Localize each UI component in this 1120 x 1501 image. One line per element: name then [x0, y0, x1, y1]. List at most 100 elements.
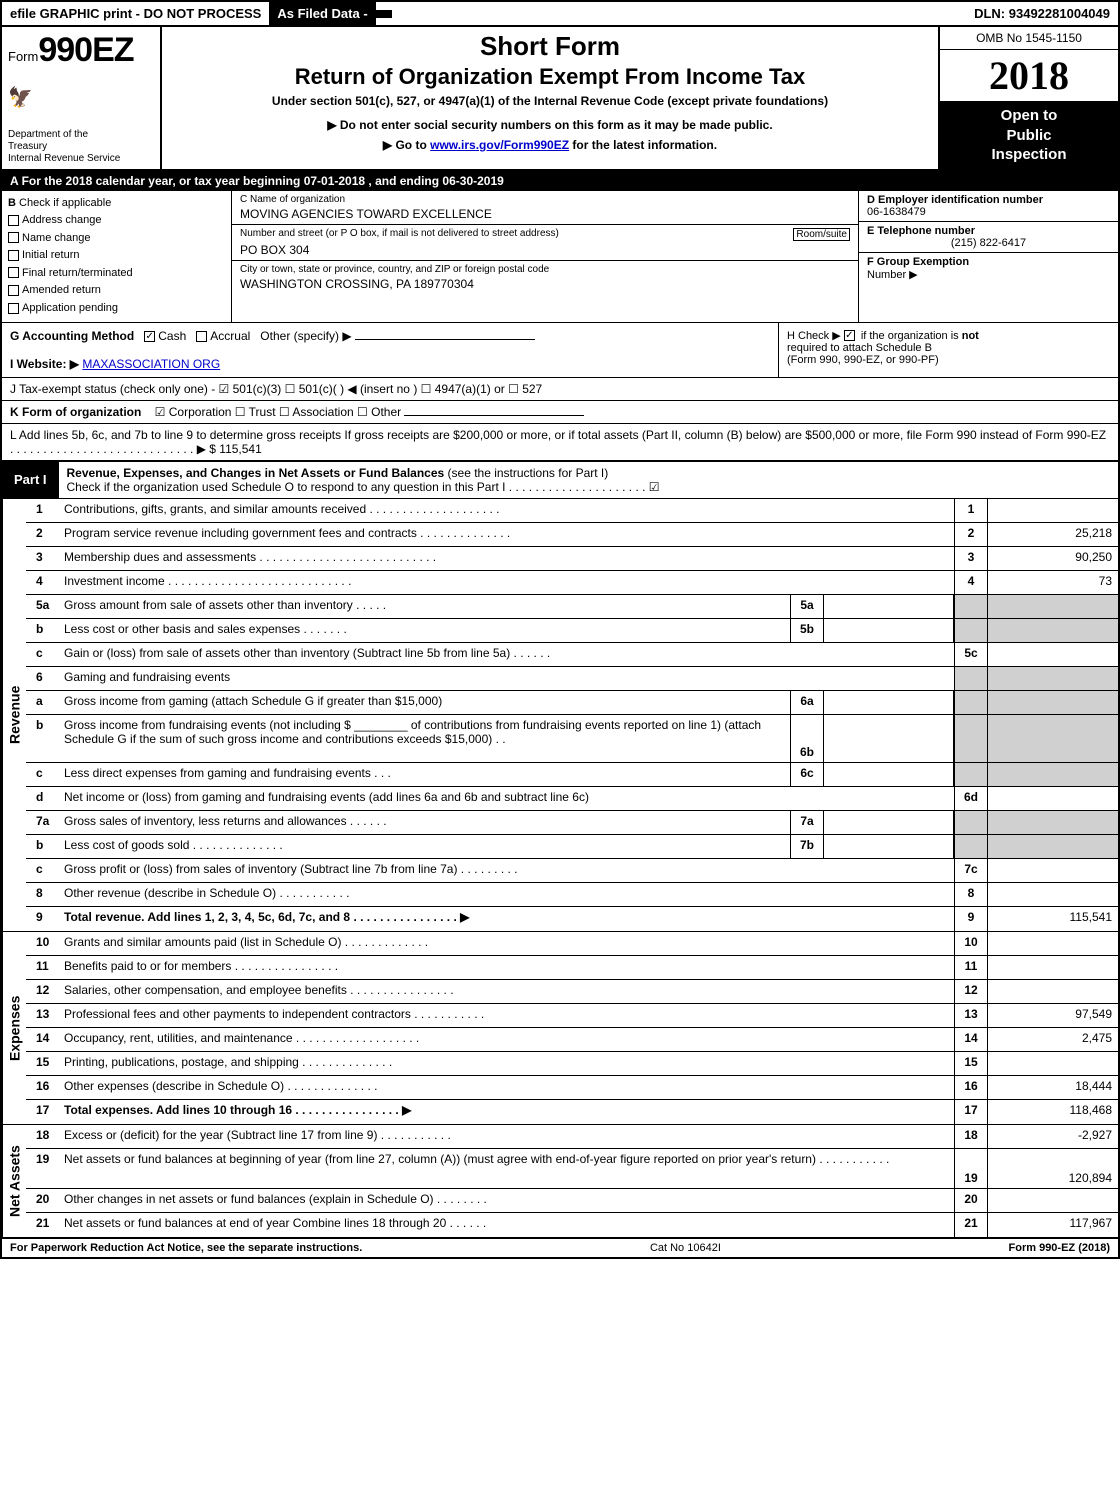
- l7a-rl-grey: [954, 811, 988, 834]
- b-opt5: Application pending: [22, 302, 118, 314]
- l7c-rl: 7c: [954, 859, 988, 882]
- line-6a: a Gross income from gaming (attach Sched…: [26, 691, 1118, 715]
- l21-num: 21: [26, 1213, 60, 1237]
- line-10: 10 Grants and similar amounts paid (list…: [26, 932, 1118, 956]
- l10-rl: 10: [954, 932, 988, 955]
- l20-num: 20: [26, 1189, 60, 1212]
- l16-desc: Other expenses (describe in Schedule O) …: [60, 1076, 954, 1099]
- dln-value: 93492281004049: [1009, 6, 1110, 21]
- l6b-desc: Gross income from fundraising events (no…: [60, 715, 790, 762]
- revenue-vlabel: Revenue: [2, 499, 26, 931]
- efile-label: efile GRAPHIC print - DO NOT PROCESS: [2, 2, 269, 25]
- j-text: J Tax-exempt status (check only one) - ☑…: [10, 382, 542, 396]
- l5a-num: 5a: [26, 595, 60, 618]
- l5b-rv-grey: [988, 619, 1118, 642]
- dept-line1: Department of the: [8, 129, 88, 140]
- b-opt0: Address change: [22, 214, 102, 226]
- l12-desc: Salaries, other compensation, and employ…: [60, 980, 954, 1003]
- l4-num: 4: [26, 571, 60, 594]
- no-ssn-note: ▶ Do not enter social security numbers o…: [172, 118, 928, 132]
- l-text: L Add lines 5b, 6c, and 7b to line 9 to …: [10, 428, 1106, 456]
- l14-rv: 2,475: [988, 1028, 1118, 1051]
- line-2: 2 Program service revenue including gove…: [26, 523, 1118, 547]
- l5b-rl-grey: [954, 619, 988, 642]
- goto-link[interactable]: www.irs.gov/Form990EZ: [430, 138, 569, 152]
- l3-rv: 90,250: [988, 547, 1118, 570]
- cb-address-change[interactable]: [8, 215, 19, 226]
- cb-cash[interactable]: ✓: [144, 331, 155, 342]
- l10-desc: Grants and similar amounts paid (list in…: [60, 932, 954, 955]
- line-12: 12 Salaries, other compensation, and emp…: [26, 980, 1118, 1004]
- block-bcdef: B Check if applicable Address change Nam…: [2, 191, 1118, 323]
- netassets-section: Net Assets 18 Excess or (deficit) for th…: [2, 1125, 1118, 1237]
- line-5c: c Gain or (loss) from sale of assets oth…: [26, 643, 1118, 667]
- f-group-label: F Group Exemption: [867, 256, 969, 268]
- f-group-row: F Group Exemption Number ▶: [859, 253, 1118, 322]
- g-other-blank[interactable]: [355, 339, 535, 340]
- form-number: Form990EZ: [8, 31, 154, 70]
- top-bar: efile GRAPHIC print - DO NOT PROCESS As …: [2, 2, 1118, 27]
- l5c-num: c: [26, 643, 60, 666]
- l6b-ml: 6b: [790, 715, 824, 762]
- line-6b: b Gross income from fundraising events (…: [26, 715, 1118, 763]
- l5a-ml: 5a: [790, 595, 824, 618]
- l3-rl: 3: [954, 547, 988, 570]
- line-15: 15 Printing, publications, postage, and …: [26, 1052, 1118, 1076]
- cb-schedule-b[interactable]: ✓: [844, 330, 855, 341]
- col-def: D Employer identification number 06-1638…: [858, 191, 1118, 322]
- l12-rl: 12: [954, 980, 988, 1003]
- cb-application-pending[interactable]: [8, 303, 19, 314]
- l7b-mv: [824, 835, 954, 858]
- l9-desc: Total revenue. Add lines 1, 2, 3, 4, 5c,…: [60, 907, 954, 931]
- l7c-rv: [988, 859, 1118, 882]
- l17-num: 17: [26, 1100, 60, 1124]
- l18-rl: 18: [954, 1125, 988, 1148]
- l21-rl: 21: [954, 1213, 988, 1237]
- c-name-label: C Name of organization: [240, 194, 850, 205]
- c-city-label: City or town, state or province, country…: [240, 264, 850, 275]
- l2-desc: Program service revenue including govern…: [60, 523, 954, 546]
- header-left: Form990EZ 🦅 Department of the Treasury I…: [2, 27, 162, 169]
- l16-num: 16: [26, 1076, 60, 1099]
- l7b-desc: Less cost of goods sold . . . . . . . . …: [60, 835, 790, 858]
- i-website-link[interactable]: MAXASSOCIATION ORG: [82, 357, 220, 371]
- cb-initial-return[interactable]: [8, 250, 19, 261]
- cb-name-change[interactable]: [8, 232, 19, 243]
- l6b-num: b: [26, 715, 60, 762]
- under-section: Under section 501(c), 527, or 4947(a)(1)…: [172, 94, 928, 108]
- row-a-mid: , and ending: [365, 174, 442, 188]
- d-ein-row: D Employer identification number 06-1638…: [859, 191, 1118, 222]
- l7c-desc: Gross profit or (loss) from sales of inv…: [60, 859, 954, 882]
- line-13: 13 Professional fees and other payments …: [26, 1004, 1118, 1028]
- l1-desc: Contributions, gifts, grants, and simila…: [60, 499, 954, 522]
- b-label: Check if applicable: [19, 197, 111, 209]
- l8-rv: [988, 883, 1118, 906]
- header-mid: Short Form Return of Organization Exempt…: [162, 27, 938, 169]
- l13-rl: 13: [954, 1004, 988, 1027]
- col-c-org-info: C Name of organization MOVING AGENCIES T…: [232, 191, 858, 322]
- cb-accrual[interactable]: [196, 331, 207, 342]
- g-other: Other (specify) ▶: [260, 329, 351, 343]
- l7a-mv: [824, 811, 954, 834]
- cb-amended-return[interactable]: [8, 285, 19, 296]
- asfiled-label: As Filed Data -: [269, 2, 375, 25]
- l9-rv: 115,541: [988, 907, 1118, 931]
- l7c-num: c: [26, 859, 60, 882]
- header-right: OMB No 1545-1150 2018 Open to Public Ins…: [938, 27, 1118, 169]
- form-no-big: 990EZ: [38, 31, 133, 69]
- c-city-value: WASHINGTON CROSSING, PA 189770304: [240, 277, 850, 291]
- l2-num: 2: [26, 523, 60, 546]
- l6c-desc: Less direct expenses from gaming and fun…: [60, 763, 790, 786]
- b-opt1: Name change: [22, 232, 91, 244]
- line-7a: 7a Gross sales of inventory, less return…: [26, 811, 1118, 835]
- part1-tag: Part I: [2, 462, 59, 498]
- cb-final-return[interactable]: [8, 267, 19, 278]
- l7b-rv-grey: [988, 835, 1118, 858]
- line-19: 19 Net assets or fund balances at beginn…: [26, 1149, 1118, 1189]
- l9-num: 9: [26, 907, 60, 931]
- l11-rv: [988, 956, 1118, 979]
- k-other-blank[interactable]: [404, 415, 584, 416]
- revenue-lines: 1 Contributions, gifts, grants, and simi…: [26, 499, 1118, 931]
- l8-num: 8: [26, 883, 60, 906]
- l2-rv: 25,218: [988, 523, 1118, 546]
